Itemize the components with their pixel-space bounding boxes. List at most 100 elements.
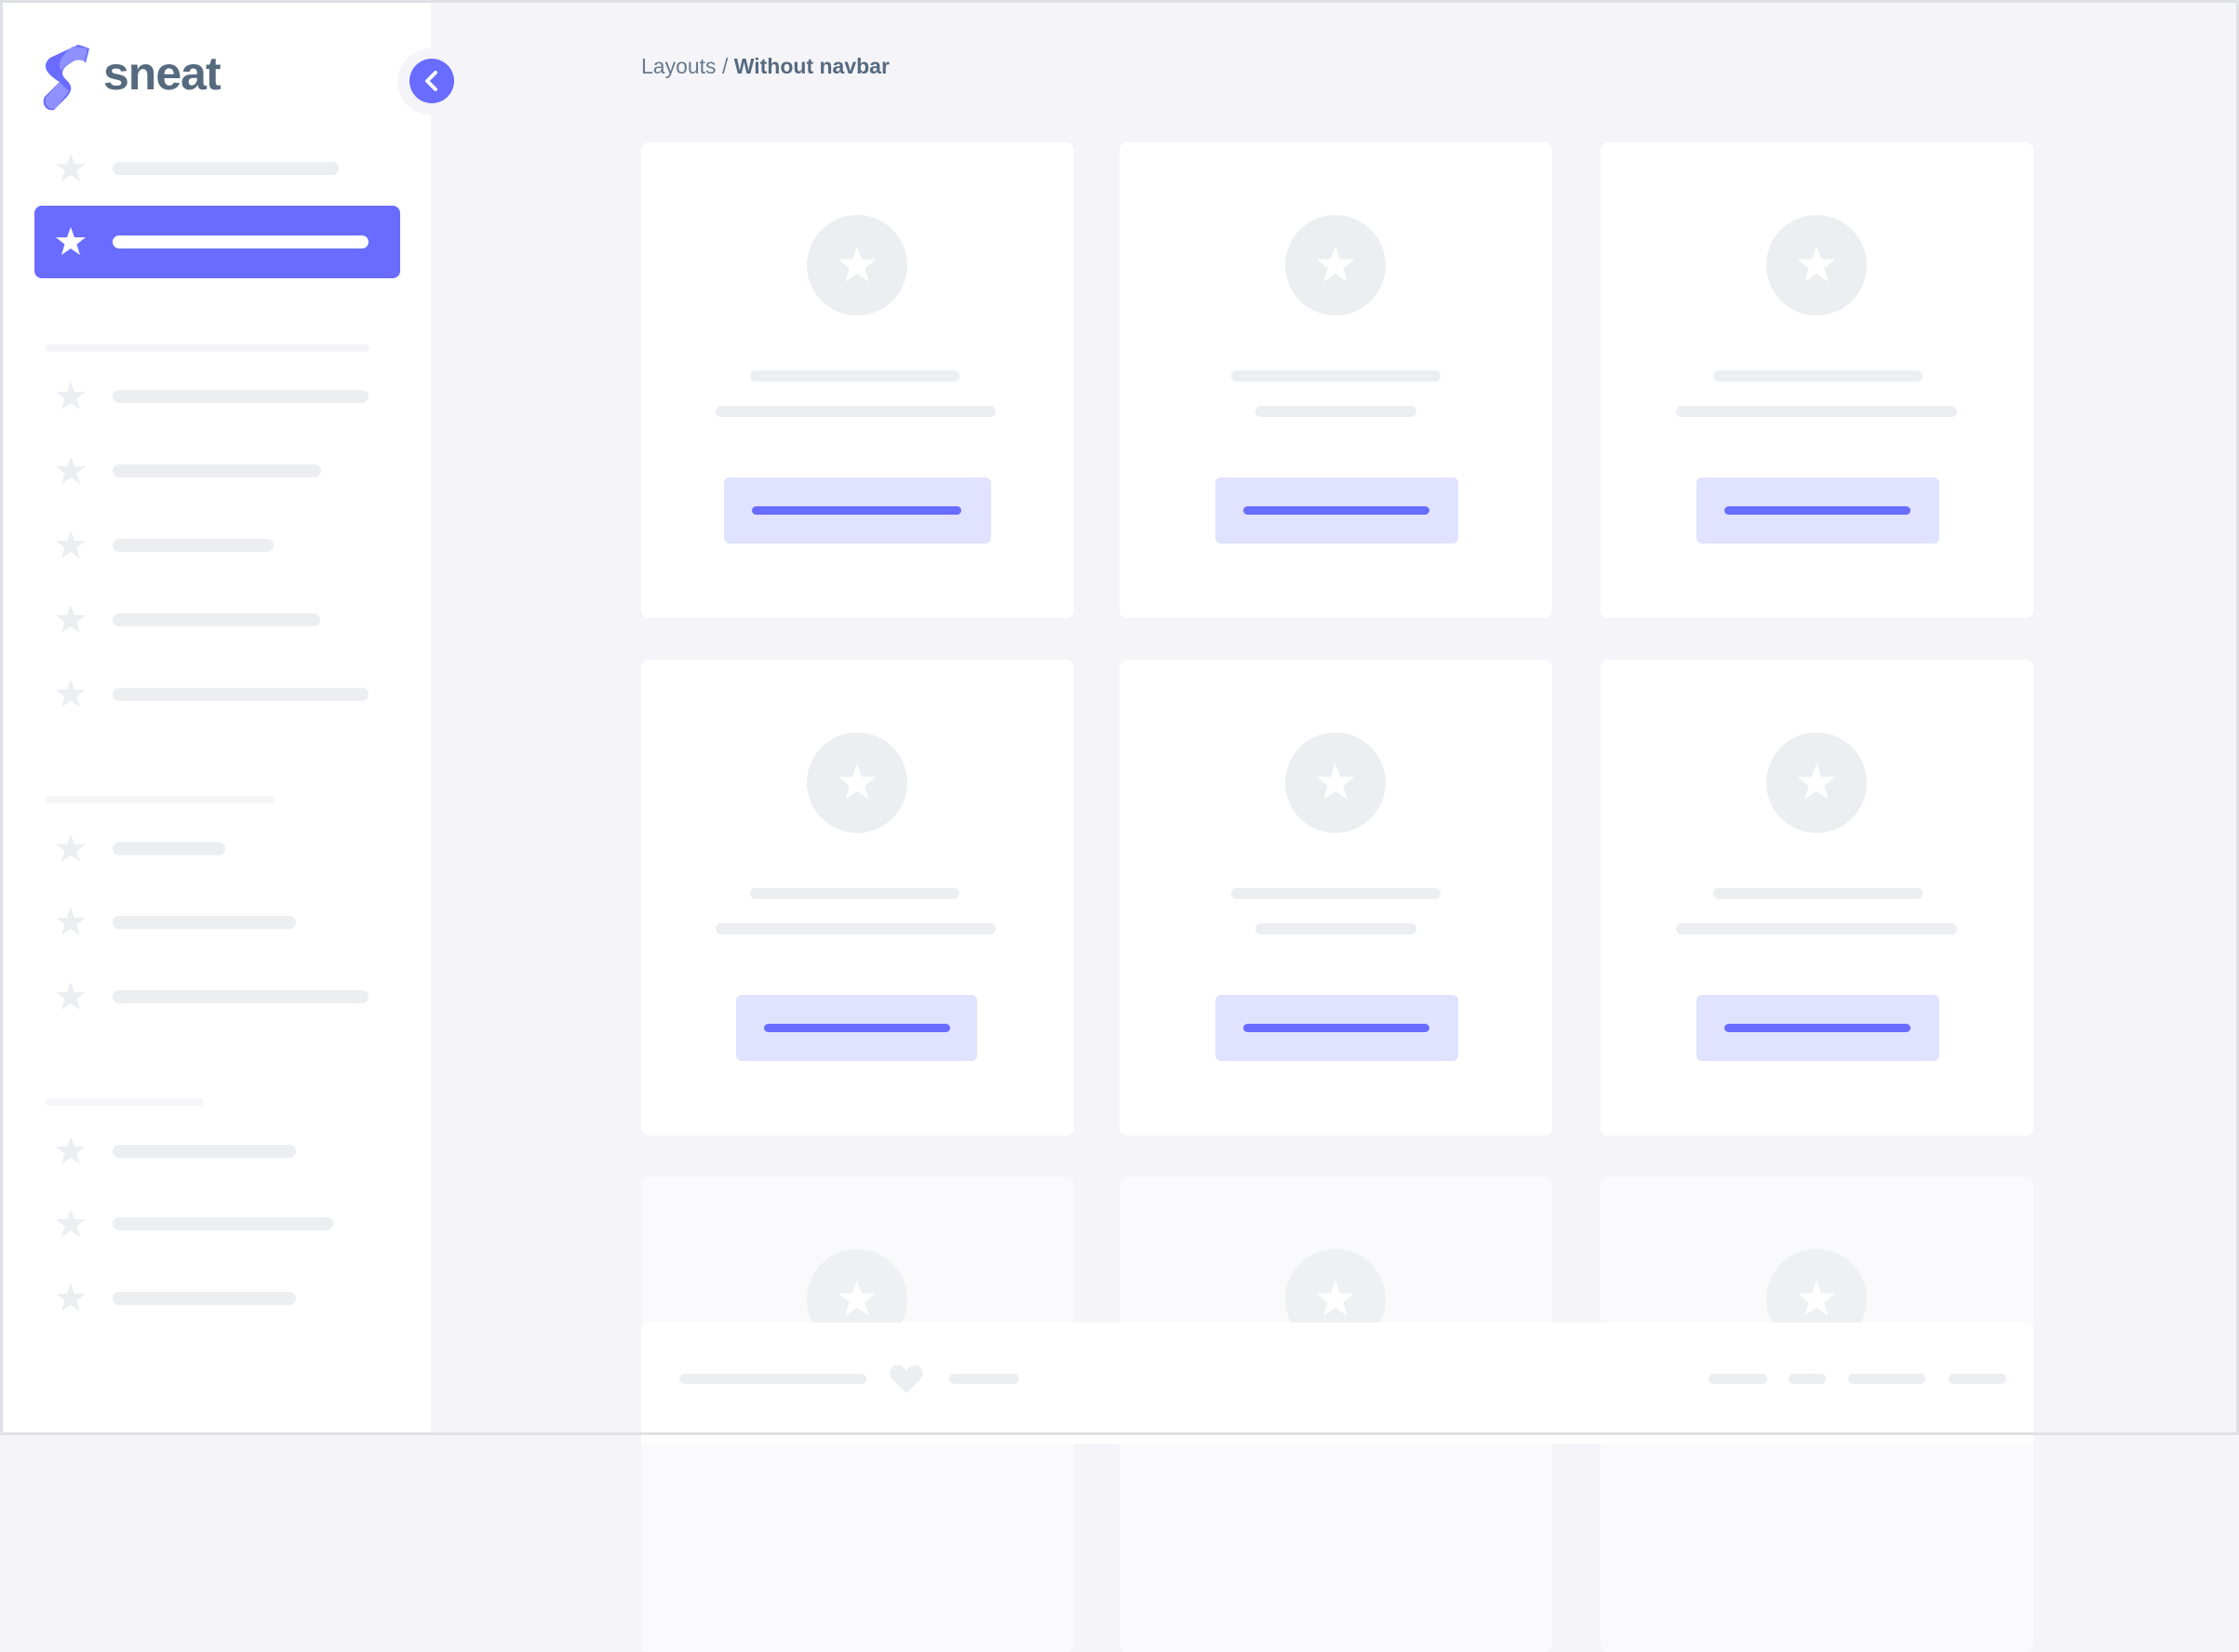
- placeholder-card: [641, 142, 1074, 618]
- card-text-placeholder: [716, 923, 996, 934]
- menu-label-placeholder: [113, 990, 369, 1003]
- star-icon: [838, 763, 877, 799]
- menu-label-placeholder: [113, 842, 225, 855]
- breadcrumb-separator: /: [716, 54, 734, 78]
- menu-label-placeholder: [113, 1145, 296, 1158]
- button-label-placeholder: [764, 1024, 950, 1032]
- sidebar-item[interactable]: [34, 971, 400, 1023]
- card-text-placeholder: [1676, 923, 1957, 934]
- star-icon: [1316, 246, 1355, 282]
- menu-label-placeholder: [113, 390, 369, 403]
- star-icon: [56, 679, 86, 707]
- menu-label-placeholder: [113, 235, 369, 248]
- star-icon: [1797, 246, 1836, 282]
- placeholder-card: [1120, 660, 1552, 1135]
- card-avatar: [807, 215, 907, 316]
- star-icon: [54, 906, 87, 939]
- placeholder-card: [1601, 660, 2033, 1135]
- card-button[interactable]: [1696, 995, 1939, 1061]
- button-label-placeholder: [1724, 506, 1911, 515]
- card-title-placeholder: [1713, 370, 1923, 382]
- sidebar: sneat: [0, 0, 466, 1435]
- star-icon: [54, 1135, 87, 1168]
- card-text-placeholder: [1676, 406, 1957, 417]
- sidebar-item[interactable]: [34, 1272, 400, 1324]
- button-label-placeholder: [1243, 1024, 1429, 1032]
- menu-label-placeholder: [113, 1217, 333, 1230]
- card-title-placeholder: [1231, 370, 1441, 382]
- star-icon: [54, 1282, 87, 1315]
- sidebar-item[interactable]: [34, 668, 400, 720]
- star-icon: [56, 456, 86, 484]
- card-text-placeholder: [716, 406, 996, 417]
- star-icon: [54, 380, 87, 413]
- menu-label-placeholder: [113, 464, 321, 477]
- star-icon: [56, 382, 86, 410]
- breadcrumb-parent[interactable]: Layouts: [641, 54, 717, 78]
- card-text-placeholder: [1255, 923, 1416, 934]
- star-icon: [54, 152, 87, 185]
- card-button[interactable]: [1215, 477, 1458, 544]
- footer-link-placeholder[interactable]: [949, 1374, 1019, 1384]
- star-icon: [56, 605, 86, 633]
- footer-link-placeholder[interactable]: [1709, 1374, 1767, 1384]
- star-icon: [838, 1280, 877, 1316]
- card-avatar: [807, 732, 907, 833]
- star-icon: [56, 834, 86, 862]
- sidebar-collapse-button[interactable]: [409, 59, 454, 103]
- star-icon: [54, 603, 87, 637]
- button-label-placeholder: [1724, 1024, 1911, 1032]
- star-icon: [838, 246, 877, 282]
- sidebar-item[interactable]: [34, 823, 400, 875]
- sidebar-item[interactable]: [34, 594, 400, 646]
- star-icon: [1797, 763, 1836, 799]
- menu-label-placeholder: [113, 688, 369, 701]
- card-avatar: [1766, 215, 1867, 316]
- card-avatar: [1285, 732, 1386, 833]
- card-title-placeholder: [1231, 888, 1441, 899]
- footer-link-placeholder[interactable]: [1848, 1374, 1925, 1384]
- card-button[interactable]: [736, 995, 977, 1061]
- card-text-placeholder: [1255, 406, 1416, 417]
- sidebar-item[interactable]: [34, 1198, 400, 1250]
- card-button[interactable]: [1696, 477, 1939, 544]
- sidebar-item[interactable]: [34, 1125, 400, 1177]
- card-button[interactable]: [724, 477, 991, 544]
- card-button[interactable]: [1215, 995, 1458, 1061]
- menu-section-header-placeholder: [46, 344, 369, 352]
- star-icon: [1797, 1280, 1836, 1316]
- star-icon: [54, 832, 87, 866]
- footer-link-placeholder[interactable]: [1789, 1374, 1826, 1384]
- star-icon: [56, 227, 86, 255]
- star-icon: [56, 154, 86, 181]
- footer-link-placeholder[interactable]: [1949, 1374, 2006, 1384]
- star-icon: [56, 982, 86, 1010]
- card-avatar: [1285, 215, 1386, 316]
- button-label-placeholder: [752, 506, 961, 515]
- star-icon: [54, 980, 87, 1014]
- sidebar-item[interactable]: [34, 519, 400, 571]
- star-icon: [54, 678, 87, 711]
- star-icon: [56, 907, 86, 935]
- breadcrumb: Layouts / Without navbar: [641, 54, 890, 79]
- star-icon: [56, 1209, 86, 1237]
- sidebar-item[interactable]: [34, 896, 400, 948]
- card-title-placeholder: [750, 370, 959, 382]
- menu-label-placeholder: [113, 162, 339, 175]
- star-icon: [54, 529, 87, 562]
- sidebar-item[interactable]: [34, 142, 400, 195]
- star-icon: [1316, 1280, 1355, 1316]
- sidebar-item[interactable]: [34, 445, 400, 497]
- menu-section-header-placeholder: [46, 796, 275, 803]
- star-icon: [1316, 763, 1355, 799]
- star-icon: [56, 1136, 86, 1164]
- sidebar-item[interactable]: [34, 370, 400, 423]
- card-title-placeholder: [1713, 888, 1923, 899]
- heart-icon: [890, 1365, 923, 1393]
- sidebar-item-active[interactable]: [34, 206, 400, 278]
- menu-label-placeholder: [113, 916, 296, 929]
- brand-name: sneat: [103, 47, 221, 100]
- star-icon: [54, 1207, 87, 1241]
- menu-label-placeholder: [113, 539, 274, 552]
- placeholder-card: [1601, 142, 2033, 618]
